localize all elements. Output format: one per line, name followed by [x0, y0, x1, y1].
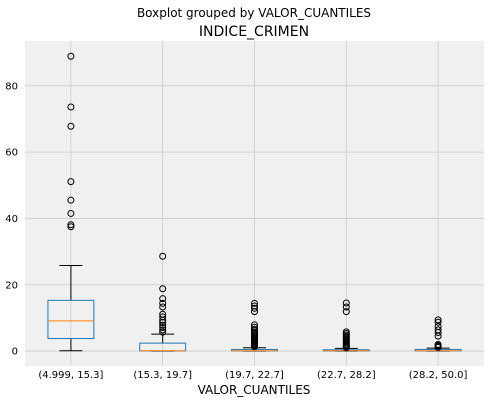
x-tick-label: (19.7, 22.7]: [225, 370, 284, 381]
outlier-point: [159, 310, 167, 318]
outlier-point: [342, 299, 350, 307]
grid-lines: [25, 41, 484, 366]
outlier-point: [159, 328, 167, 336]
box-group: [139, 252, 187, 352]
x-axis-ticks: (4.999, 15.3] (15.3, 19.7] (19.7, 22.7] (22…: [38, 370, 467, 381]
outlier-point: [434, 326, 442, 334]
chart-suptitle: Boxplot grouped by VALOR_CUANTILES: [137, 6, 371, 20]
outlier-point: [159, 285, 167, 293]
x-tick-label: (4.999, 15.3]: [38, 370, 103, 381]
outlier-point: [342, 308, 350, 316]
outlier-point: [251, 321, 258, 329]
outlier-point: [251, 299, 258, 307]
outlier-point: [67, 221, 75, 229]
outlier-point: [67, 223, 75, 231]
y-tick-label: 20: [5, 280, 18, 291]
box-series: [47, 52, 462, 352]
box-group: [231, 299, 278, 352]
y-axis-ticks: 0 20 40 60 80: [5, 81, 18, 357]
box-group: [414, 316, 462, 352]
outlier-point: [67, 122, 75, 130]
outlier-point: [159, 324, 167, 332]
outlier-point: [159, 303, 167, 311]
outlier-point: [434, 318, 442, 326]
outlier-point: [159, 295, 167, 303]
x-axis-label: VALOR_CUANTILES: [198, 383, 311, 397]
outlier-point: [67, 178, 75, 186]
y-tick-label: 60: [5, 148, 18, 159]
outlier-point: [67, 103, 75, 111]
outlier-point: [251, 323, 258, 331]
box-group: [47, 52, 95, 352]
y-tick-label: 0: [12, 347, 18, 358]
outlier-point: [67, 209, 75, 217]
outlier-point: [342, 328, 350, 336]
x-tick-label: (22.7, 28.2]: [317, 370, 376, 381]
outlier-point: [159, 252, 167, 260]
outlier-point: [67, 196, 75, 204]
outlier-point: [159, 326, 167, 334]
chart-title: INDICE_CRIMEN: [199, 24, 309, 40]
y-tick-label: 80: [5, 81, 18, 92]
x-tick-label: (28.2, 50.0]: [409, 370, 468, 381]
outlier-point: [159, 299, 167, 307]
outlier-point: [434, 340, 442, 348]
outlier-point: [67, 52, 75, 60]
outlier-point: [251, 304, 258, 312]
outlier-point: [159, 321, 167, 329]
outlier-point: [434, 323, 442, 331]
outlier-point: [251, 325, 258, 333]
x-tick-label: (15.3, 19.7]: [133, 370, 192, 381]
outlier-point: [434, 316, 442, 324]
outlier-point: [159, 313, 167, 321]
y-tick-label: 40: [5, 214, 18, 225]
box-group: [322, 299, 370, 352]
outlier-point: [251, 302, 258, 310]
outlier-point: [342, 303, 350, 311]
box-iqr: [47, 299, 95, 339]
